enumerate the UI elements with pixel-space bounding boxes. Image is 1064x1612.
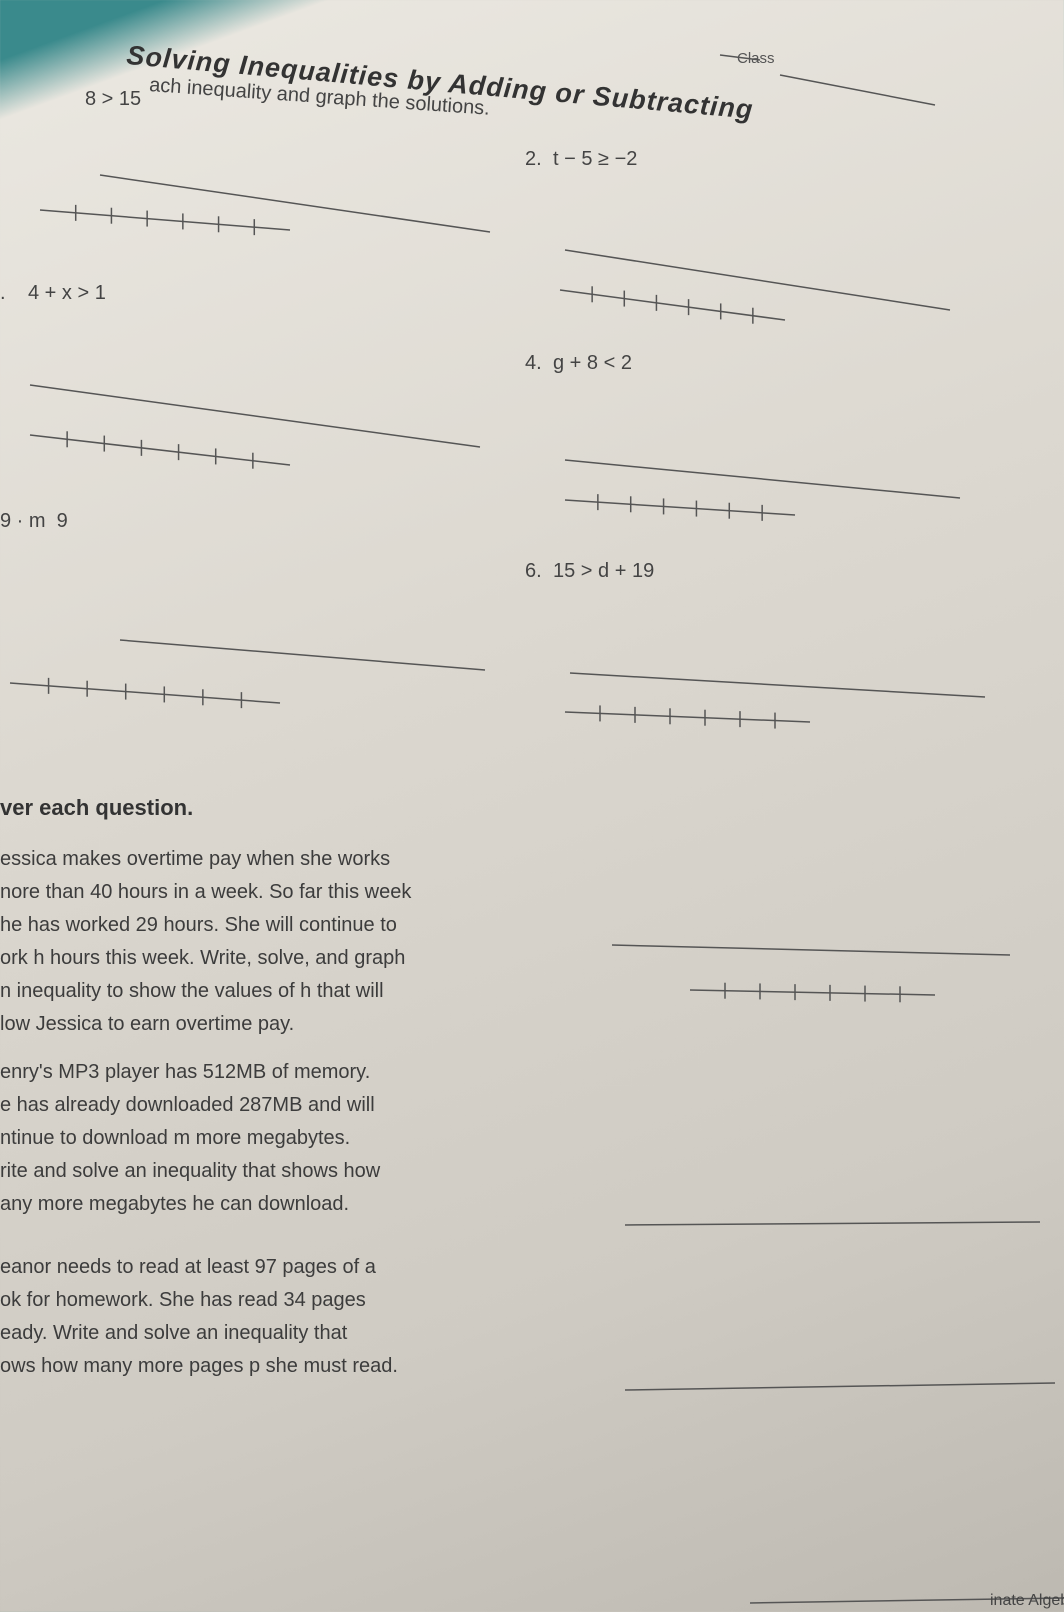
- rule: [719, 54, 761, 61]
- answer-line: [569, 672, 986, 698]
- word-problem-line: any more megabytes he can download.: [0, 1193, 350, 1215]
- word-problem-line: ows how many more pages p she must read.: [0, 1355, 398, 1377]
- problem-number: 2.: [525, 148, 542, 170]
- number-line: [689, 989, 936, 996]
- problem-text: 9 · m 9: [0, 510, 68, 532]
- number-line: [564, 499, 796, 516]
- number-line: [564, 711, 811, 723]
- word-problem-line: nore than 40 hours in a week. So far thi…: [0, 881, 412, 903]
- problem-number: 6.: [525, 560, 542, 582]
- section-heading: ver each question.: [0, 795, 194, 820]
- rule: [779, 74, 936, 106]
- answer-line: [564, 249, 951, 311]
- answer-line: [29, 384, 481, 448]
- word-problem-line: ntinue to download m more megabytes.: [0, 1127, 351, 1149]
- footer: inate Algeb: [990, 1592, 1064, 1609]
- answer-line: [624, 1221, 1041, 1226]
- word-problem-line: ok for homework. She has read 34 pages: [0, 1289, 366, 1311]
- answer-line: [119, 639, 486, 671]
- problem-text: t − 5 ≥ −2: [553, 148, 638, 170]
- word-problem-line: eanor needs to read at least 97 pages of…: [0, 1256, 376, 1278]
- number-line: [29, 434, 291, 466]
- problem-text: 15 > d + 19: [553, 560, 655, 582]
- word-problem-line: e has already downloaded 287MB and will: [0, 1094, 375, 1116]
- problem-number: 4.: [525, 352, 542, 374]
- answer-line: [624, 1382, 1056, 1391]
- problem-text: 4 + x > 1: [28, 282, 106, 304]
- word-problem-line: low Jessica to earn overtime pay.: [0, 1013, 295, 1035]
- word-problem-line: enry's MP3 player has 512MB of memory.: [0, 1061, 371, 1083]
- word-problem-line: he has worked 29 hours. She will continu…: [0, 914, 397, 936]
- word-problem-line: eady. Write and solve an inequality that: [0, 1322, 348, 1344]
- class-label: Class: [737, 50, 775, 67]
- answer-line: [611, 944, 1011, 956]
- problem-number: .: [0, 282, 6, 304]
- rule: [749, 1597, 1064, 1604]
- answer-line: [564, 459, 961, 499]
- number-line: [9, 682, 281, 704]
- answer-line: [99, 174, 491, 233]
- problem-text: 8 > 15: [85, 88, 142, 110]
- number-line: [39, 209, 291, 231]
- word-problem-line: ork h hours this week. Write, solve, and…: [0, 947, 406, 969]
- word-problem-line: essica makes overtime pay when she works: [0, 848, 391, 870]
- word-problem-line: rite and solve an inequality that shows …: [0, 1160, 381, 1182]
- number-line: [559, 289, 786, 321]
- problem-text: g + 8 < 2: [553, 352, 632, 374]
- word-problem-line: n inequality to show the values of h tha…: [0, 980, 384, 1002]
